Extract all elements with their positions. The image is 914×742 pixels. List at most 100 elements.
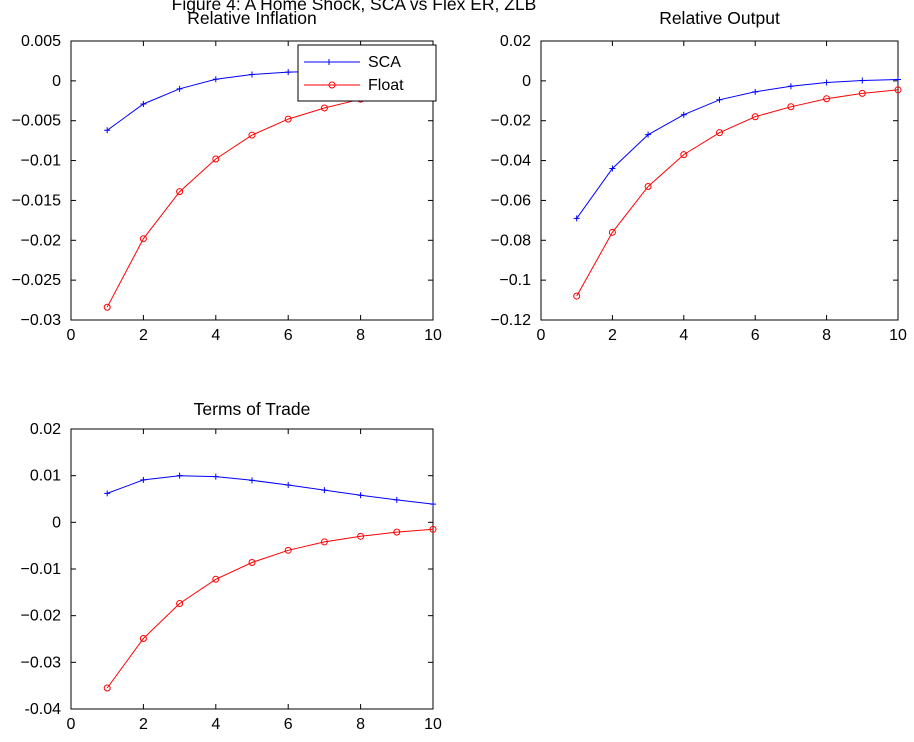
- subplot-title: Relative Output: [659, 8, 780, 28]
- x-tick-label: 8: [356, 716, 365, 733]
- data-point-sca: [249, 477, 255, 484]
- y-tick-label: −0.06: [491, 192, 532, 209]
- x-tick-label: 4: [679, 327, 688, 344]
- y-tick-label: −0.02: [491, 113, 532, 130]
- legend-marker-plus: [326, 59, 332, 65]
- subplot-title: Relative Inflation: [187, 8, 316, 28]
- x-tick-label: 8: [822, 327, 831, 344]
- data-point-float: [212, 155, 220, 163]
- data-point-float: [139, 635, 147, 643]
- data-point-float: [320, 104, 328, 112]
- series-line-sca: [107, 475, 434, 505]
- data-point-float: [357, 532, 365, 540]
- series-line-float: [106, 89, 434, 308]
- legend-label: SCA: [368, 54, 401, 71]
- data-point-float: [320, 538, 328, 546]
- y-tick-label: −0.03: [21, 654, 62, 671]
- data-point-float: [176, 600, 184, 608]
- data-point-float: [284, 546, 292, 554]
- x-tick-label: 6: [284, 327, 293, 344]
- y-tick-label: 0.01: [30, 468, 61, 485]
- y-tick-label: 0.02: [500, 33, 531, 50]
- data-point-sca: [573, 215, 580, 222]
- series-line-float: [576, 89, 899, 297]
- x-tick-label: 2: [608, 327, 617, 344]
- data-point-sca: [321, 487, 328, 494]
- data-point-sca: [357, 492, 364, 499]
- data-point-sca: [823, 79, 830, 86]
- series-line-sca: [576, 79, 899, 219]
- y-tick-label: −0.1: [499, 272, 531, 289]
- x-tick-label: 4: [211, 327, 220, 344]
- x-tick-label: 10: [889, 327, 907, 344]
- y-tick-label: 0.02: [30, 421, 61, 438]
- data-point-sca: [285, 69, 292, 76]
- axes-box: [70, 428, 434, 710]
- subplot-3: Terms of Trade 0 2 4 6 8 10 -0.04 −0.03 −0.02 −0.0…: [21, 399, 442, 733]
- data-point-float: [573, 292, 581, 300]
- data-point-float: [608, 228, 616, 236]
- y-tick-label: −0.03: [21, 312, 62, 329]
- x-tick-label: 10: [424, 327, 442, 344]
- data-point-float: [429, 525, 437, 533]
- legend: SCA Float: [297, 44, 437, 102]
- y-tick-label: −0.01: [21, 561, 62, 578]
- y-tick-label: −0.04: [491, 153, 532, 170]
- data-point-float: [644, 182, 652, 190]
- data-point-sca: [212, 76, 219, 83]
- data-point-float: [248, 558, 256, 566]
- y-tick-label: 0: [52, 514, 61, 531]
- data-point-float: [212, 575, 220, 583]
- x-tick-label: 6: [751, 327, 760, 344]
- x-tick-label: 6: [284, 716, 293, 733]
- data-point-sca: [609, 165, 616, 172]
- data-point-sca: [430, 501, 436, 508]
- data-point-sca: [176, 85, 183, 92]
- data-point-sca: [787, 83, 794, 90]
- subplot-grid: Relative Inflation 0 2 4 6 8 10 −0.03 −0.025 −0.0…: [12, 8, 907, 733]
- data-point-sca: [680, 111, 687, 118]
- y-tick-label: −0.02: [21, 232, 62, 249]
- subplot-2: Relative Output 0 2 4 6 8 10 −0.12 −0.1 −0.08 −0.0…: [491, 8, 907, 344]
- y-tick-label: −0.025: [12, 272, 61, 289]
- data-point-float: [248, 131, 256, 139]
- x-tick-label: 0: [67, 327, 76, 344]
- data-point-float: [823, 95, 831, 103]
- data-point-float: [751, 113, 759, 121]
- y-tick-label: 0.005: [21, 33, 61, 50]
- data-point-float: [716, 129, 723, 137]
- data-point-sca: [212, 473, 219, 480]
- data-point-sca: [104, 127, 111, 134]
- axes-box: [70, 40, 434, 321]
- y-tick-label: −0.005: [12, 113, 61, 130]
- x-tick-label: 8: [356, 327, 365, 344]
- data-point-sca: [104, 490, 111, 497]
- x-tick-label: 4: [211, 716, 220, 733]
- data-point-float: [787, 103, 795, 111]
- data-point-float: [176, 188, 184, 196]
- data-point-sca: [859, 77, 866, 84]
- legend-label: Float: [368, 77, 404, 94]
- data-point-sca: [393, 496, 400, 503]
- y-tick-label: −0.08: [491, 232, 532, 249]
- data-point-float: [680, 151, 688, 159]
- legend-marker-circle: [328, 81, 336, 89]
- data-point-float: [393, 528, 401, 536]
- data-point-sca: [716, 96, 723, 103]
- data-point-sca: [895, 76, 901, 83]
- subplot-1: Relative Inflation 0 2 4 6 8 10 −0.03 −0.025 −0.0…: [12, 8, 442, 344]
- data-point-float: [894, 86, 902, 94]
- data-point-sca: [285, 482, 292, 488]
- y-tick-label: −0.015: [12, 192, 61, 209]
- x-tick-label: 2: [139, 716, 148, 733]
- data-point-float: [858, 89, 866, 97]
- data-point-sca: [645, 131, 652, 138]
- y-tick-label: −0.12: [491, 312, 532, 329]
- x-tick-label: 10: [424, 716, 442, 733]
- y-tick-label: −0.02: [21, 608, 62, 625]
- y-tick-label: -0.04: [25, 701, 62, 718]
- y-tick-label: −0.01: [21, 153, 62, 170]
- data-point-float: [103, 303, 111, 311]
- subplot-title: Terms of Trade: [194, 399, 311, 419]
